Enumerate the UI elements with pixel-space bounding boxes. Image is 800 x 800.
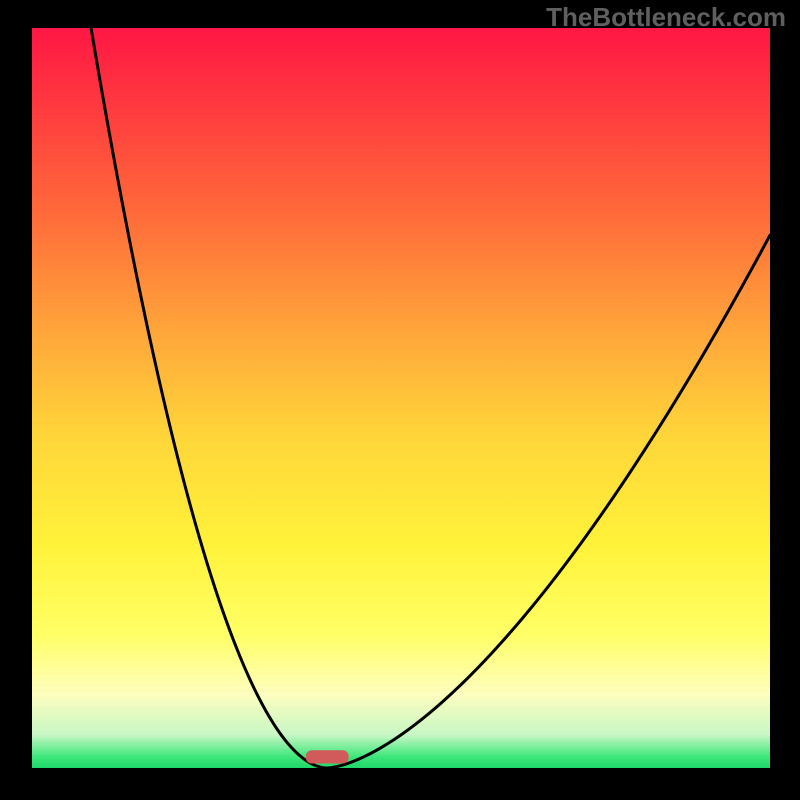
optimal-marker (306, 750, 349, 763)
chart-gradient-area (32, 28, 770, 768)
bottleneck-chart-svg (0, 0, 800, 800)
watermark-text: TheBottleneck.com (546, 2, 786, 33)
chart-container: TheBottleneck.com (0, 0, 800, 800)
